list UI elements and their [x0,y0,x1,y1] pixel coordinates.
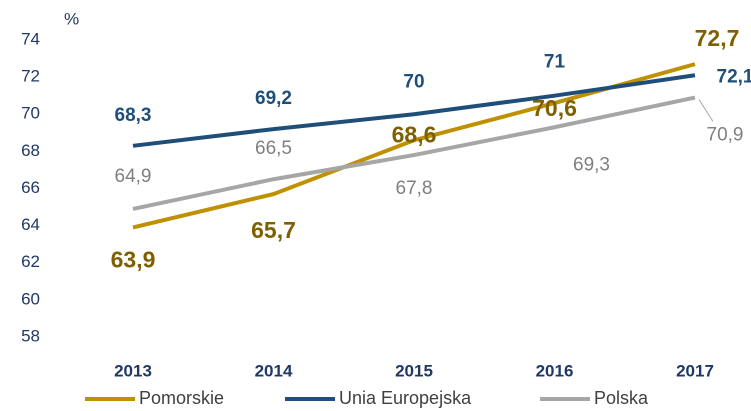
x-tick-label: 2015 [395,361,433,380]
x-tick-label: 2014 [255,361,293,380]
data-label: 72,7 [695,25,740,51]
data-label: 72,1 [717,66,751,87]
x-tick-label: 2016 [536,361,574,380]
data-label: 68,6 [392,121,437,147]
data-label: 68,3 [115,105,152,126]
legend-label: Pomorskie [139,388,224,408]
data-label: 65,7 [251,217,296,243]
y-tick-label: 58 [21,326,40,345]
data-label: 70 [403,71,424,92]
y-tick-label: 66 [21,178,40,197]
y-tick-label: 68 [21,141,40,160]
data-label: 66,5 [255,138,292,159]
data-label: 67,8 [396,178,433,199]
x-tick-label: 2017 [676,361,714,380]
data-label: 64,9 [115,166,152,187]
y-tick-label: 74 [21,29,40,48]
data-label: 70,9 [707,125,744,146]
y-tick-label: 60 [21,289,40,308]
y-tick-label: 62 [21,252,40,271]
data-label: 69,2 [255,88,292,109]
data-label: 71 [544,52,566,73]
data-label: 63,9 [111,247,156,273]
data-label: 69,3 [573,154,610,175]
y-tick-label: 70 [21,104,40,123]
leader-line [698,99,714,122]
y-tick-label: 64 [21,215,40,234]
y-axis-unit: % [64,9,79,28]
series-line [132,95,696,211]
legend-label: Unia Europejska [339,388,472,408]
x-tick-label: 2013 [114,361,152,380]
series-line [132,73,696,148]
y-tick-label: 72 [21,67,40,86]
legend-label: Polska [594,388,649,408]
